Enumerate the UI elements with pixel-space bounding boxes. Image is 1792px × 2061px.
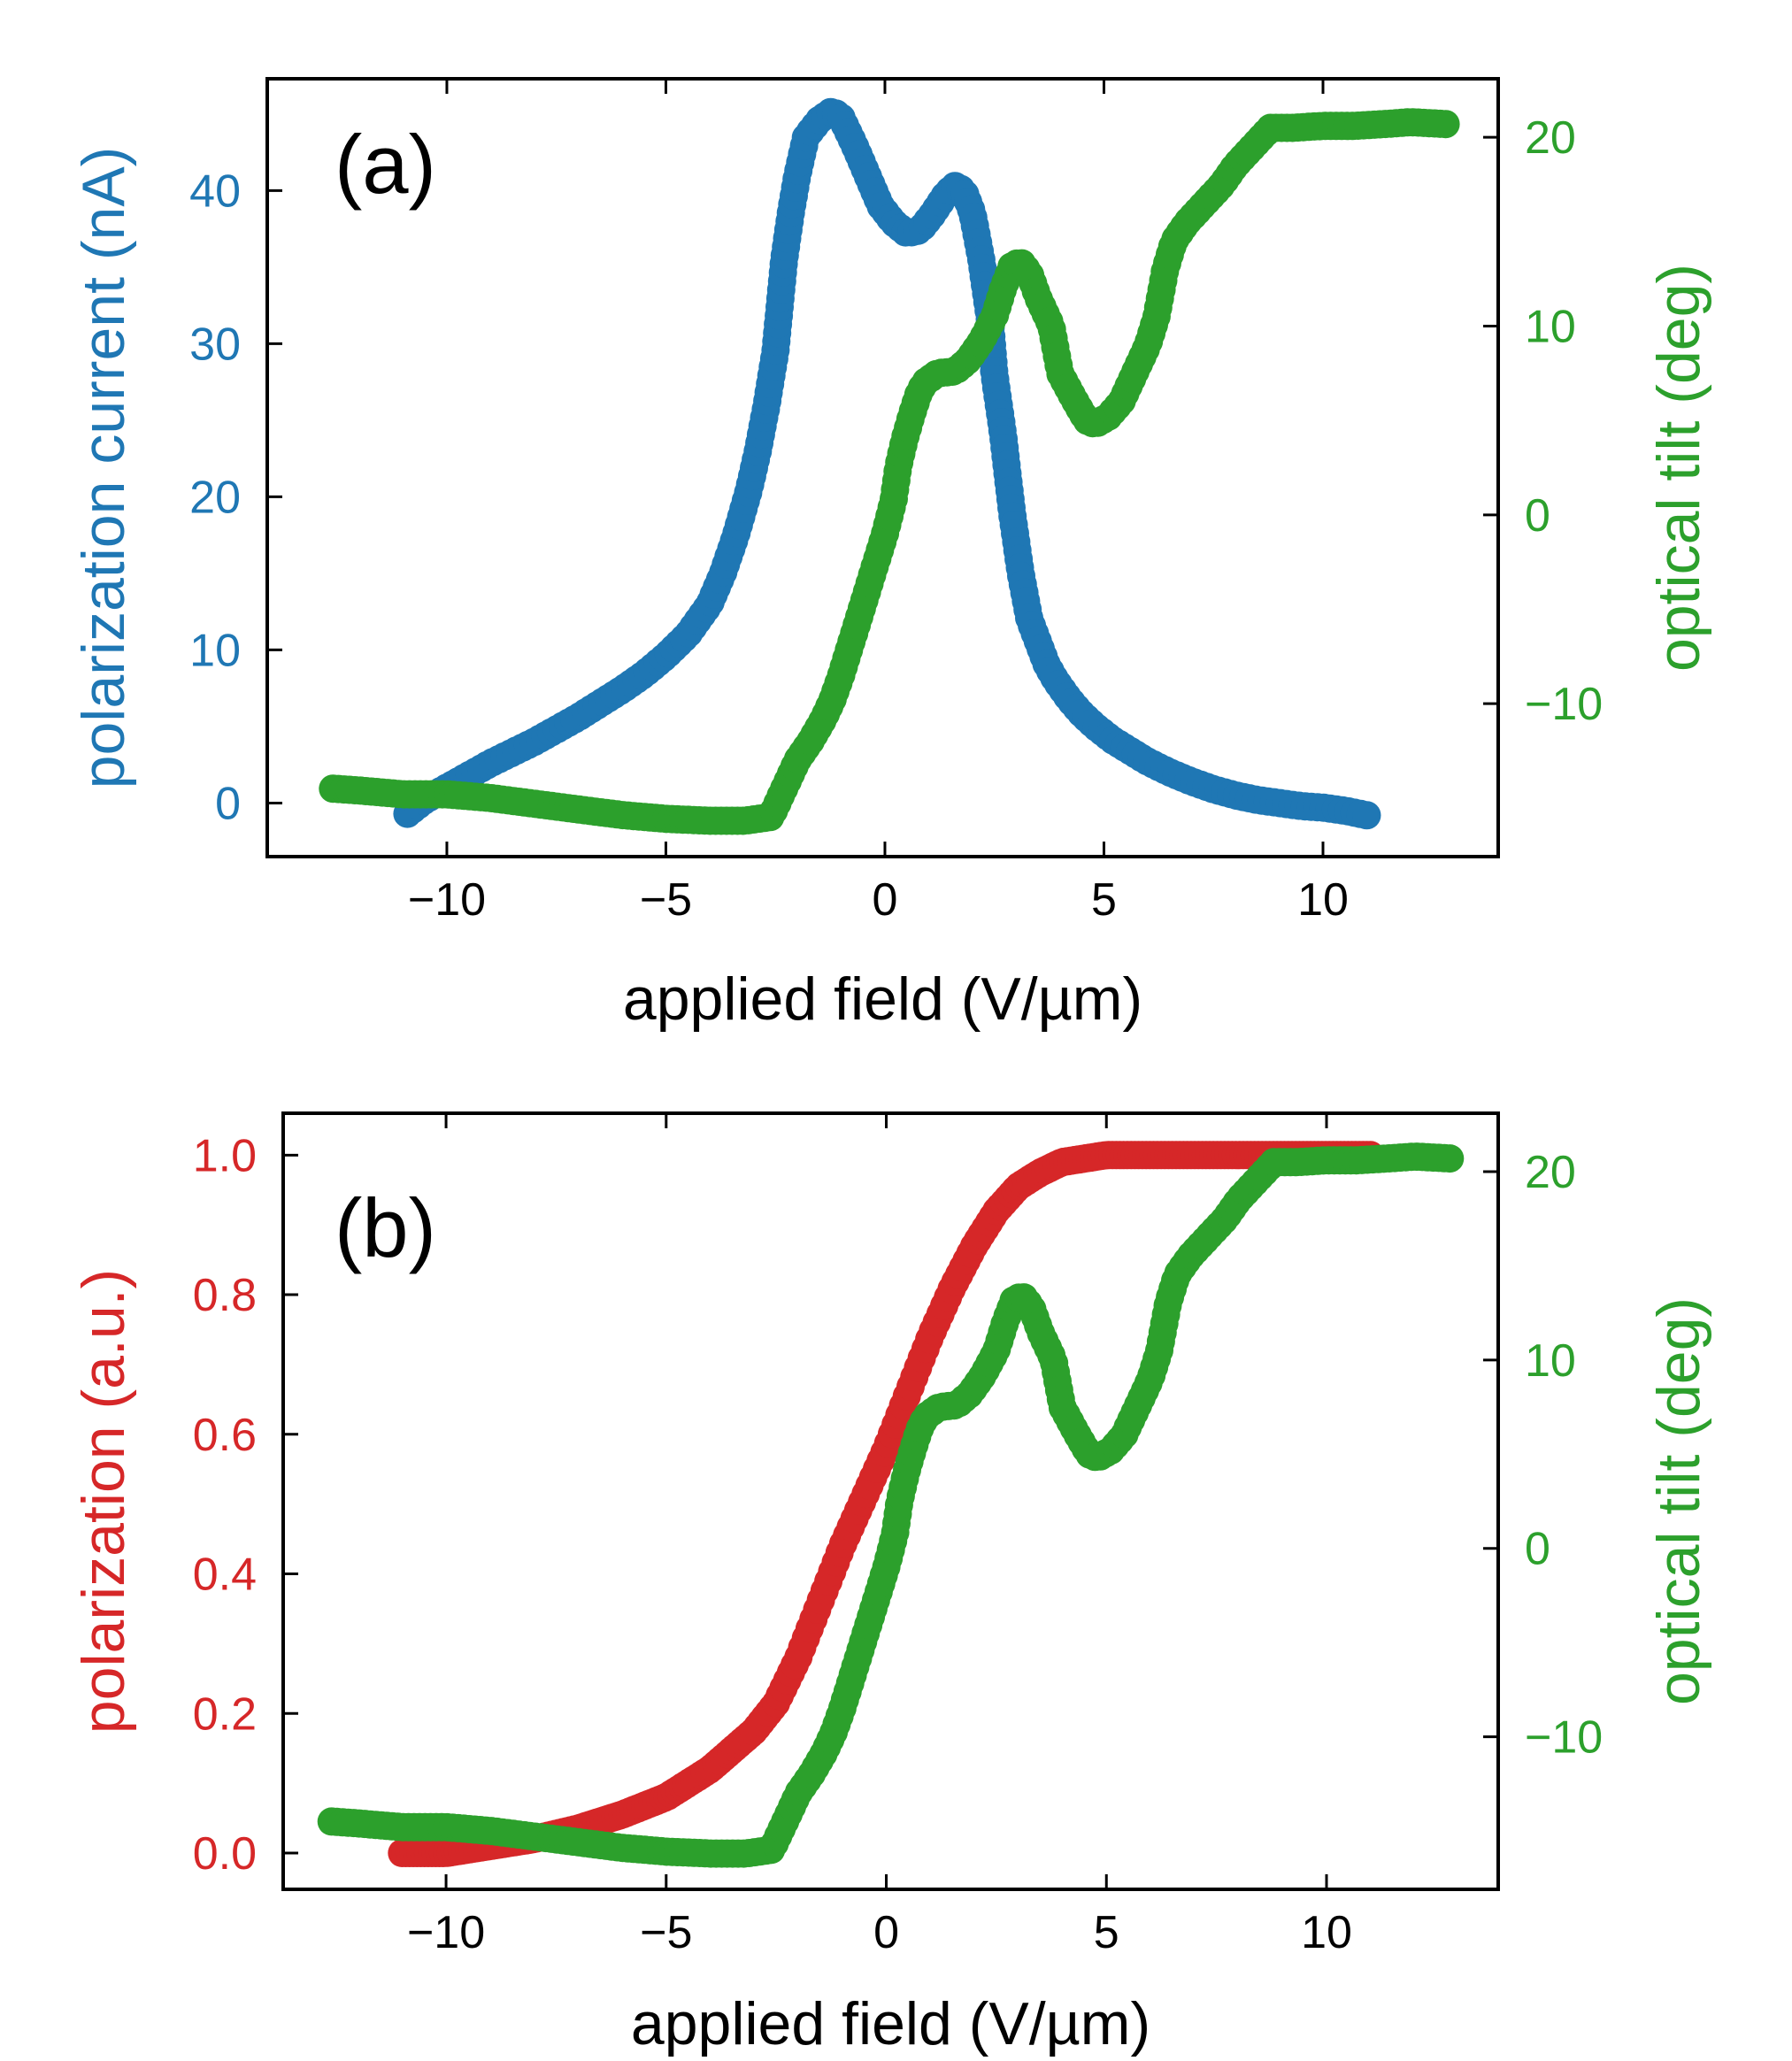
- panel-a-x-tick-label: 0: [873, 874, 898, 926]
- panel-b-series: [317, 1141, 1465, 1868]
- panel-b-right-y-tick-label: 10: [1525, 1335, 1576, 1387]
- panel-b-left-y-tick-label: 0.4: [193, 1550, 257, 1601]
- panel-a-left-data-point: [1352, 801, 1381, 830]
- panel-b-right-data-point: [1435, 1144, 1465, 1173]
- panel-a-frame: [265, 77, 1500, 858]
- panel-a-right-axis-title: optical tilt (deg): [1645, 264, 1712, 672]
- panel-b-right-y-tick-label: 20: [1525, 1147, 1576, 1198]
- panel-b-x-tick-label: 5: [1094, 1907, 1119, 1958]
- panel-b-left-y-tick-label: 0.8: [193, 1270, 257, 1321]
- panel-a-series-right: [319, 108, 1460, 835]
- panel-b-series-right: [317, 1142, 1465, 1868]
- panel-b-left-y-tick-label: 0.2: [193, 1688, 257, 1740]
- panel-a-label: (a): [335, 118, 436, 211]
- panel-b-x-tick-label: −10: [407, 1907, 485, 1958]
- panel-b-right-axis-title: optical tilt (deg): [1645, 1297, 1712, 1705]
- panel-a-x-tick-label: 5: [1091, 874, 1117, 926]
- panel-b-x-axis-title: applied field (V/µm): [631, 1990, 1150, 2057]
- panel-a-left-y-tick-label: 0: [215, 778, 241, 829]
- panel-a-right-y-tick-label: 20: [1525, 112, 1576, 164]
- panel-a-left-y-tick-label: 20: [189, 472, 241, 523]
- panel-a-left-y-tick-label: 30: [189, 319, 241, 370]
- panel-b-left-axis-title: polarization (a.u.): [70, 1269, 137, 1734]
- panel-b-right-y-tick-label: 0: [1525, 1524, 1550, 1575]
- panel-a-left-y-tick-label: 40: [189, 165, 241, 217]
- panel-b-frame: [281, 1111, 1500, 1891]
- panel-a-right-y-tick-label: 0: [1525, 490, 1550, 542]
- panel-a-ticks: −10 −5 0 5 10 0 10 20 30 40 −10 0 10 20: [189, 79, 1603, 926]
- panel-b-right-y-tick-label: −10: [1525, 1712, 1603, 1764]
- panel-a-x-tick-label: −10: [408, 874, 486, 926]
- panel-a-right-y-tick-label: −10: [1525, 679, 1603, 730]
- panel-a-series-left: [393, 97, 1381, 830]
- panel-b-left-y-tick-label: 0.0: [193, 1828, 257, 1880]
- panel-b-ticks: −10 −5 0 5 10 0.0 0.2 0.4 0.6 0.8 1.0 −10 0 10 20: [193, 1113, 1603, 1958]
- panel-b-left-y-tick-label: 0.6: [193, 1410, 257, 1461]
- panel-b-x-tick-label: −5: [640, 1907, 692, 1958]
- panel-a: −10 −5 0 5 10 0 10 20 30 40 −10 0 10 20 (a) applied f…: [70, 77, 1712, 1033]
- panel-a-series: [319, 97, 1460, 835]
- panel-b-x-tick-label: 0: [873, 1907, 899, 1958]
- panel-b-label: (b): [335, 1181, 436, 1274]
- panel-a-x-tick-label: −5: [640, 874, 692, 926]
- panel-a-left-y-tick-label: 10: [189, 625, 241, 676]
- panel-a-right-y-tick-label: 10: [1525, 301, 1576, 352]
- panel-b-left-y-tick-label: 1.0: [193, 1130, 257, 1181]
- panel-a-left-axis-title: polarization current (nA): [70, 147, 137, 789]
- panel-b-x-tick-label: 10: [1301, 1907, 1352, 1958]
- panel-a-x-axis-title: applied field (V/µm): [623, 965, 1142, 1033]
- panel-a-right-data-point: [1431, 110, 1460, 139]
- panel-a-x-tick-label: 10: [1297, 874, 1349, 926]
